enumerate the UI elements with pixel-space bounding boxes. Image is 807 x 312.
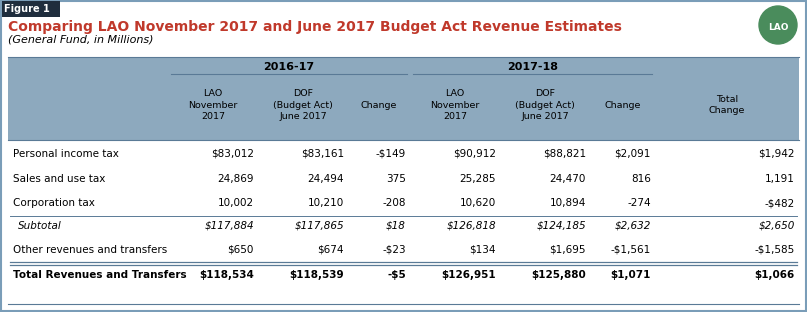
Text: $90,912: $90,912 [453, 149, 496, 159]
Text: -$1,561: -$1,561 [611, 245, 651, 255]
Text: $83,012: $83,012 [211, 149, 254, 159]
Text: 1,191: 1,191 [765, 174, 795, 184]
Text: Change: Change [361, 100, 397, 110]
Text: 24,494: 24,494 [307, 174, 344, 184]
Text: -$149: -$149 [376, 149, 406, 159]
Text: 24,869: 24,869 [218, 174, 254, 184]
Text: $83,161: $83,161 [301, 149, 344, 159]
Text: 10,210: 10,210 [307, 198, 344, 208]
Text: 2016-17: 2016-17 [263, 62, 315, 72]
Text: $2,650: $2,650 [759, 221, 795, 231]
Circle shape [759, 6, 797, 44]
Text: Subtotal: Subtotal [18, 221, 62, 231]
Text: Personal income tax: Personal income tax [13, 149, 119, 159]
Text: -$5: -$5 [387, 270, 406, 280]
Text: -$482: -$482 [765, 198, 795, 208]
FancyBboxPatch shape [8, 57, 799, 304]
Text: -$23: -$23 [383, 245, 406, 255]
Text: $1,942: $1,942 [759, 149, 795, 159]
Text: 10,894: 10,894 [550, 198, 586, 208]
Text: $1,066: $1,066 [755, 270, 795, 280]
Text: $118,534: $118,534 [199, 270, 254, 280]
Text: (General Fund, in Millions): (General Fund, in Millions) [8, 34, 153, 44]
Text: Sales and use tax: Sales and use tax [13, 174, 106, 184]
Text: 10,002: 10,002 [218, 198, 254, 208]
Text: Other revenues and transfers: Other revenues and transfers [13, 245, 167, 255]
Text: $126,818: $126,818 [446, 221, 496, 231]
Text: $674: $674 [317, 245, 344, 255]
Text: Comparing LAO November 2017 and June 2017 Budget Act Revenue Estimates: Comparing LAO November 2017 and June 201… [8, 20, 622, 34]
Text: $117,884: $117,884 [204, 221, 254, 231]
Text: $125,880: $125,880 [531, 270, 586, 280]
Text: LAO
November
2017: LAO November 2017 [430, 89, 479, 121]
Text: LAO
November
2017: LAO November 2017 [188, 89, 238, 121]
Text: 25,285: 25,285 [459, 174, 496, 184]
Text: -$1,585: -$1,585 [755, 245, 795, 255]
Text: $88,821: $88,821 [543, 149, 586, 159]
Text: 2017-18: 2017-18 [507, 62, 558, 72]
Text: 24,470: 24,470 [550, 174, 586, 184]
Text: $1,695: $1,695 [550, 245, 586, 255]
Text: DOF
(Budget Act)
June 2017: DOF (Budget Act) June 2017 [273, 89, 333, 121]
Text: $134: $134 [470, 245, 496, 255]
Text: LAO: LAO [767, 23, 788, 32]
Text: -208: -208 [383, 198, 406, 208]
Text: $2,091: $2,091 [615, 149, 651, 159]
Text: 816: 816 [631, 174, 651, 184]
Text: Total Revenues and Transfers: Total Revenues and Transfers [13, 270, 186, 280]
Text: $126,951: $126,951 [441, 270, 496, 280]
Text: Corporation tax: Corporation tax [13, 198, 95, 208]
Text: Figure 1: Figure 1 [4, 4, 50, 14]
Text: $117,865: $117,865 [295, 221, 344, 231]
Text: $650: $650 [228, 245, 254, 255]
Text: $18: $18 [386, 221, 406, 231]
Text: DOF
(Budget Act)
June 2017: DOF (Budget Act) June 2017 [515, 89, 575, 121]
Text: Change: Change [604, 100, 641, 110]
Text: 375: 375 [386, 174, 406, 184]
Text: 10,620: 10,620 [460, 198, 496, 208]
FancyBboxPatch shape [8, 140, 799, 304]
Text: -274: -274 [627, 198, 651, 208]
Text: $124,185: $124,185 [537, 221, 586, 231]
FancyBboxPatch shape [2, 1, 60, 17]
Text: Total
Change: Total Change [709, 95, 745, 115]
Text: $2,632: $2,632 [615, 221, 651, 231]
Text: $1,071: $1,071 [611, 270, 651, 280]
Text: $118,539: $118,539 [290, 270, 344, 280]
